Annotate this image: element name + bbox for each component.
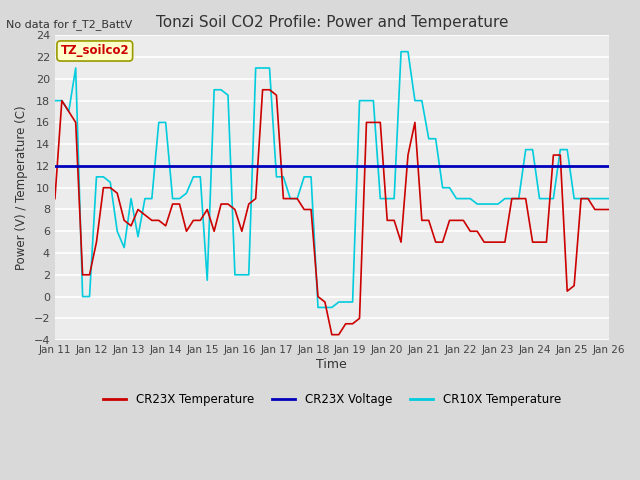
X-axis label: Time: Time	[316, 358, 348, 371]
Title: Tonzi Soil CO2 Profile: Power and Temperature: Tonzi Soil CO2 Profile: Power and Temper…	[156, 15, 508, 30]
Text: TZ_soilco2: TZ_soilco2	[60, 45, 129, 58]
Text: No data for f_T2_BattV: No data for f_T2_BattV	[6, 19, 132, 30]
Legend: CR23X Temperature, CR23X Voltage, CR10X Temperature: CR23X Temperature, CR23X Voltage, CR10X …	[98, 388, 566, 410]
Y-axis label: Power (V) / Temperature (C): Power (V) / Temperature (C)	[15, 106, 28, 270]
